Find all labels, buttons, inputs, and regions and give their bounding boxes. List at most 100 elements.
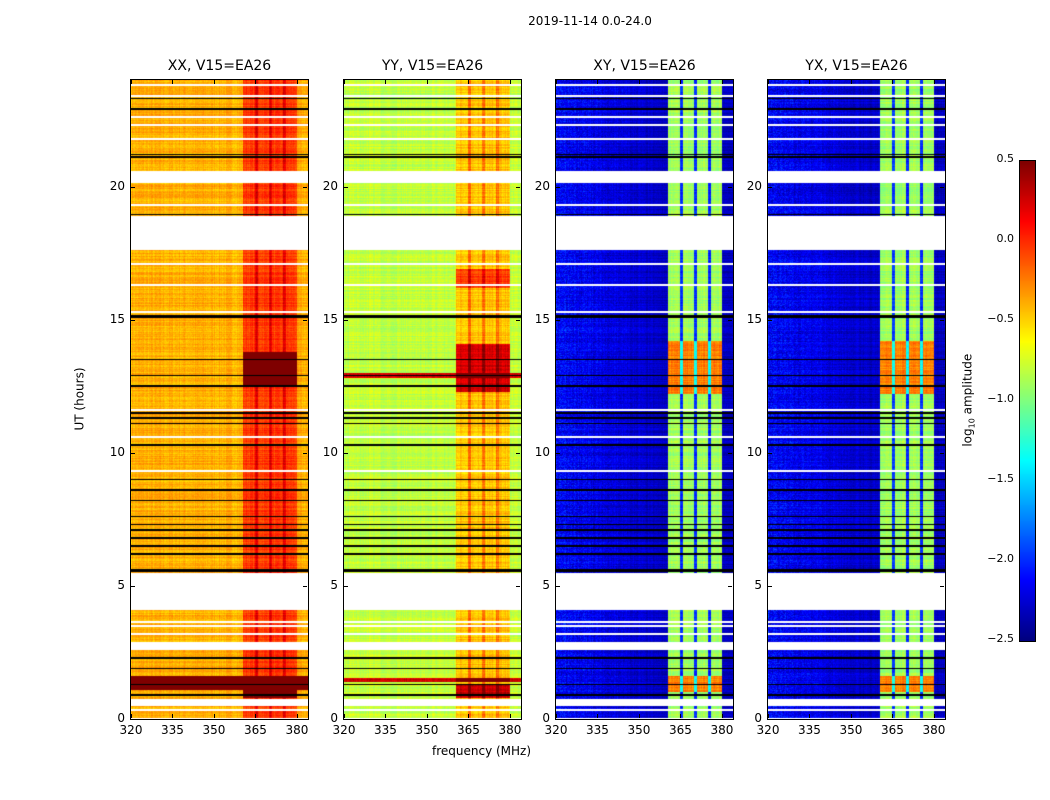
y-tick-mark xyxy=(303,719,307,720)
colorbar-tick-label: −2.5 xyxy=(987,632,1014,645)
y-tick-label: 0 xyxy=(330,711,338,725)
x-tick-mark xyxy=(680,80,682,84)
y-tick-label: 15 xyxy=(534,311,550,326)
y-tick-mark xyxy=(556,452,560,454)
x-tick-mark xyxy=(597,714,599,718)
colorbar-tick-label: −1.5 xyxy=(987,472,1014,485)
y-tick-mark xyxy=(131,186,135,188)
panel-title: XY, V15=EA26 xyxy=(593,58,696,74)
y-tick-mark xyxy=(303,452,307,454)
y-tick-mark xyxy=(728,186,732,188)
x-tick-label: 380 xyxy=(498,723,522,737)
axes-frame xyxy=(343,79,522,720)
y-tick-mark xyxy=(344,585,348,587)
x-tick-mark xyxy=(344,80,345,84)
x-tick-mark xyxy=(680,714,682,718)
y-tick-mark xyxy=(131,452,135,454)
axes-frame xyxy=(555,79,734,720)
x-tick-mark xyxy=(509,714,511,718)
y-tick-mark xyxy=(516,719,520,720)
y-tick-mark xyxy=(344,452,348,454)
y-tick-mark xyxy=(556,319,560,321)
x-tick-label: 320 xyxy=(544,723,568,737)
x-tick-mark xyxy=(809,80,811,84)
y-tick-mark xyxy=(768,186,772,188)
colorbar-label: log10 amplitude xyxy=(960,353,977,447)
x-tick-mark xyxy=(721,714,723,718)
x-tick-label: 350 xyxy=(415,723,439,737)
y-tick-label: 15 xyxy=(109,311,125,326)
panel-title: XX, V15=EA26 xyxy=(167,58,272,74)
y-tick-label: 0 xyxy=(754,711,762,725)
y-tick-label: 5 xyxy=(542,577,550,592)
x-tick-label: 350 xyxy=(202,723,226,737)
y-tick-label: 20 xyxy=(109,178,125,193)
x-tick-mark xyxy=(131,80,132,84)
colorbar-tick-label: −2.0 xyxy=(987,552,1014,565)
x-tick-mark xyxy=(597,80,599,84)
x-tick-mark xyxy=(468,80,470,84)
x-tick-mark xyxy=(426,714,428,718)
y-tick-label: 5 xyxy=(330,577,338,592)
colorbar xyxy=(1019,160,1036,642)
x-tick-mark xyxy=(385,714,387,718)
x-tick-label: 320 xyxy=(119,723,143,737)
x-tick-mark xyxy=(213,80,215,84)
x-tick-label: 320 xyxy=(756,723,780,737)
y-tick-label: 0 xyxy=(117,711,125,725)
x-tick-label: 365 xyxy=(244,723,267,737)
x-tick-label: 365 xyxy=(457,723,480,737)
heatmap-image xyxy=(556,80,733,719)
y-tick-label: 5 xyxy=(117,577,125,592)
x-tick-label: 335 xyxy=(798,723,821,737)
y-tick-mark xyxy=(344,186,348,188)
x-tick-mark xyxy=(296,80,298,84)
y-tick-mark xyxy=(728,719,732,720)
heatmap-panel-xx: XX, V15=EA26 0 5 10 15 20 320 335 350 365 380 xyxy=(110,58,309,737)
x-tick-mark xyxy=(344,714,345,718)
x-tick-label: 365 xyxy=(881,723,904,737)
x-tick-mark xyxy=(638,80,640,84)
figure-title: 2019-11-14 0.0-24.0 xyxy=(528,14,652,28)
x-tick-mark xyxy=(556,80,557,84)
x-tick-label: 335 xyxy=(374,723,397,737)
y-tick-label: 20 xyxy=(746,178,762,193)
x-axis-label: frequency (MHz) xyxy=(432,744,532,758)
x-tick-label: 320 xyxy=(332,723,356,737)
x-tick-mark xyxy=(933,80,935,84)
y-tick-mark xyxy=(131,719,135,720)
x-tick-label: 350 xyxy=(627,723,651,737)
y-tick-label: 15 xyxy=(322,311,338,326)
y-tick-mark xyxy=(303,585,307,587)
colorbar-tick-label: −0.5 xyxy=(987,312,1014,325)
panel-title: YY, V15=EA26 xyxy=(381,58,484,74)
colorbar-tick-label: 0.5 xyxy=(996,152,1015,165)
y-tick-mark xyxy=(344,319,348,321)
x-tick-mark xyxy=(768,80,769,84)
x-tick-mark xyxy=(255,80,257,84)
y-tick-label: 10 xyxy=(109,444,125,459)
heatmap-image xyxy=(344,80,521,719)
x-tick-mark xyxy=(426,80,428,84)
y-tick-mark xyxy=(556,719,560,720)
x-tick-label: 380 xyxy=(922,723,946,737)
axes-frame xyxy=(767,79,946,720)
y-tick-mark xyxy=(303,319,307,321)
y-tick-mark xyxy=(728,585,732,587)
y-tick-mark xyxy=(768,452,772,454)
panel-title: YX, V15=EA26 xyxy=(805,58,908,74)
y-tick-mark xyxy=(940,452,944,454)
x-tick-label: 335 xyxy=(161,723,184,737)
y-tick-mark xyxy=(768,585,772,587)
y-tick-mark xyxy=(556,186,560,188)
heatmap-image xyxy=(768,80,945,719)
heatmap-panel-yx: YX, V15=EA26 0 5 10 15 20 320 335 350 365 380 xyxy=(747,58,946,737)
y-tick-mark xyxy=(728,319,732,321)
x-tick-mark xyxy=(638,714,640,718)
y-tick-label: 0 xyxy=(542,711,550,725)
y-tick-label: 10 xyxy=(534,444,550,459)
x-tick-label: 365 xyxy=(669,723,692,737)
y-tick-mark xyxy=(768,719,772,720)
y-tick-label: 10 xyxy=(746,444,762,459)
